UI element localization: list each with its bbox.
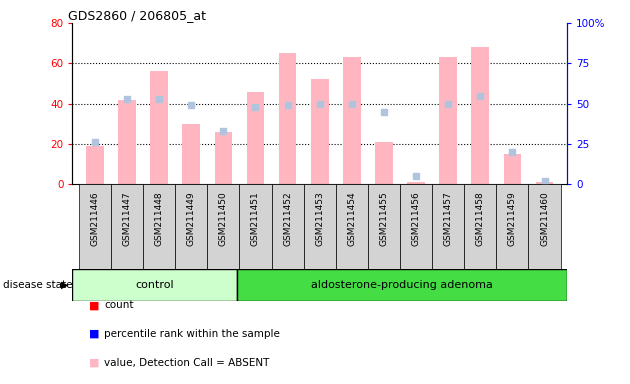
Bar [272,184,304,269]
Text: GSM211448: GSM211448 [154,191,164,246]
Text: GSM211449: GSM211449 [186,191,196,246]
Bar [239,184,272,269]
Bar [536,182,553,184]
Point [379,109,389,115]
Point [219,128,229,134]
Bar [503,154,521,184]
Bar [143,184,175,269]
Text: GSM211446: GSM211446 [91,191,100,246]
Bar [183,124,200,184]
Text: GDS2860 / 206805_at: GDS2860 / 206805_at [67,9,205,22]
Bar [247,92,265,184]
Point [154,96,164,102]
Text: GSM211460: GSM211460 [540,191,549,246]
Bar [215,132,232,184]
Text: aldosterone-producing adenoma: aldosterone-producing adenoma [311,280,493,290]
Bar [407,182,425,184]
Point [251,104,261,110]
Text: ▶: ▶ [61,280,69,290]
Text: GSM211457: GSM211457 [444,191,453,246]
Bar [111,184,143,269]
Point [283,102,293,108]
Bar [471,47,489,184]
Bar [343,57,360,184]
Text: ■: ■ [89,358,100,368]
Text: value, Detection Call = ABSENT: value, Detection Call = ABSENT [104,358,270,368]
Bar [375,142,392,184]
Bar [238,269,567,301]
Point [122,96,132,102]
Bar [496,184,529,269]
Bar [175,184,207,269]
Bar [118,100,136,184]
Bar [72,269,238,301]
Bar [368,184,400,269]
Point [186,102,197,108]
Text: GSM211455: GSM211455 [379,191,389,246]
Bar [79,184,111,269]
Bar [311,79,329,184]
Point [507,149,517,155]
Point [539,178,549,184]
Point [475,93,485,99]
Point [443,101,453,107]
Text: GSM211456: GSM211456 [411,191,421,246]
Text: GSM211447: GSM211447 [123,191,132,246]
Text: GSM211458: GSM211458 [476,191,485,246]
Text: count: count [104,300,134,310]
Text: GSM211452: GSM211452 [283,191,292,246]
Text: GSM211453: GSM211453 [315,191,324,246]
Bar [439,57,457,184]
Bar [336,184,368,269]
Text: GSM211459: GSM211459 [508,191,517,246]
Text: control: control [135,280,174,290]
Bar [464,184,496,269]
Bar [86,146,104,184]
Text: GSM211451: GSM211451 [251,191,260,246]
Point [346,101,357,107]
Point [411,173,421,179]
Text: ■: ■ [89,329,100,339]
Bar [432,184,464,269]
Bar [207,184,239,269]
Text: percentile rank within the sample: percentile rank within the sample [104,329,280,339]
Text: GSM211450: GSM211450 [219,191,228,246]
Text: GSM211454: GSM211454 [347,191,357,246]
Bar [529,184,561,269]
Bar [400,184,432,269]
Point [315,101,325,107]
Text: disease state: disease state [3,280,72,290]
Point [90,139,100,146]
Bar [151,71,168,184]
Bar [304,184,336,269]
Text: ■: ■ [89,300,100,310]
Bar [279,53,297,184]
